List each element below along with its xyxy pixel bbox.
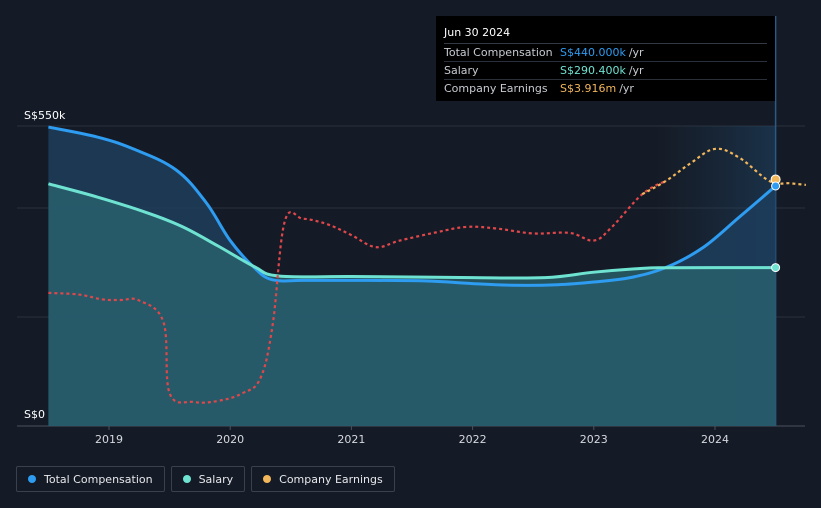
x-tick-label: 2024: [701, 433, 729, 446]
x-tick-label: 2023: [580, 433, 608, 446]
salary-marker: [771, 263, 781, 273]
tooltip-unit: /yr: [628, 64, 644, 77]
legend-label: Total Compensation: [44, 472, 153, 486]
axis-labels: S$550k S$0 2019 2020 2021 2022 2023 2024: [24, 109, 729, 446]
tooltip-label: Salary: [444, 64, 479, 77]
y-axis-bottom-label: S$0: [24, 408, 45, 421]
total-compensation-marker: [771, 181, 781, 191]
salary-area: [48, 183, 776, 426]
legend-label: Company Earnings: [279, 472, 383, 486]
tooltip-label: Total Compensation: [444, 46, 553, 59]
x-tick-label: 2019: [95, 433, 123, 446]
legend: Total Compensation Salary Company Earnin…: [16, 466, 395, 492]
legend-dot-icon: [28, 475, 36, 483]
tooltip-unit: /yr: [619, 82, 634, 95]
tooltip-label: Company Earnings: [444, 82, 548, 95]
salary-line: [48, 182, 776, 280]
legend-item-company-earnings[interactable]: Company Earnings: [251, 466, 395, 492]
legend-item-salary[interactable]: Salary: [170, 466, 246, 492]
y-axis-top-label: S$550k: [24, 109, 66, 122]
x-tick-label: 2022: [459, 433, 487, 446]
company-earnings-forecast-line: [641, 147, 807, 196]
tooltip-row-salary: Salary S$290.400k /yr: [444, 62, 767, 80]
tooltip-value: S$3.916m: [560, 82, 617, 95]
tooltip-row-total-compensation: Total Compensation S$440.000k /yr: [444, 44, 767, 62]
tooltip-row-company-earnings: Company Earnings S$3.916m /yr: [444, 80, 767, 97]
legend-label: Salary: [198, 472, 234, 486]
series-areas: [48, 127, 776, 426]
tooltip-date: Jun 30 2024: [444, 24, 767, 44]
tooltip-unit: /yr: [628, 46, 644, 59]
x-tick-label: 2021: [337, 433, 365, 446]
company-earnings-line: [48, 179, 668, 404]
tooltip-value: S$440.000k: [560, 46, 626, 59]
series-lines: [48, 125, 807, 404]
series-markers: [770, 174, 781, 273]
legend-dot-icon: [263, 475, 272, 483]
legend-dot-icon: [182, 475, 191, 483]
tooltip: Jun 30 2024 Total Compensation S$440.000…: [436, 16, 775, 101]
tooltip-value: S$290.400k: [560, 64, 626, 77]
legend-item-total-compensation[interactable]: Total Compensation: [16, 466, 165, 492]
x-tick-label: 2020: [216, 433, 244, 446]
